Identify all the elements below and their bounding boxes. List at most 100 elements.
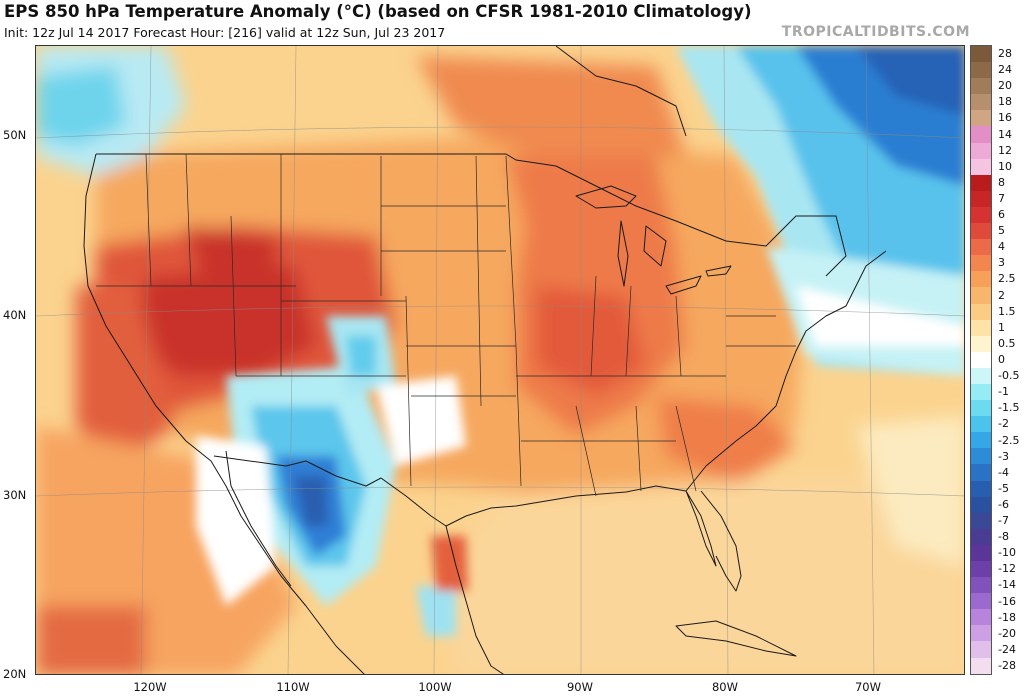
- us-canada-border: [96, 153, 847, 277]
- lat-label-20n: 20N: [3, 667, 27, 681]
- colorbar-level-label: -1.5: [998, 401, 1020, 415]
- colorbar-level-label: -28: [998, 658, 1016, 672]
- colorbar-swatch: [971, 255, 991, 272]
- colorbar-swatch: [971, 287, 991, 304]
- grid-lon-70: [865, 46, 875, 674]
- lon-label-70w: 70W: [854, 680, 882, 694]
- atlantic-coastline: [685, 250, 887, 492]
- state-line: [575, 405, 597, 497]
- colorbar-swatch: [971, 174, 991, 191]
- colorbar-swatch: [971, 351, 991, 368]
- hudson-bay-coast: [555, 46, 687, 137]
- lake-huron: [643, 225, 667, 267]
- colorbar-level-label: 20: [998, 79, 1012, 93]
- grid-lat-50: [36, 126, 964, 139]
- graticule: [36, 46, 964, 674]
- florida-coastline: [700, 490, 742, 592]
- state-line: [145, 153, 152, 287]
- colorbar-level-label: 0: [998, 353, 1005, 366]
- colorbar-level-label: -2: [998, 417, 1009, 431]
- colorbar-swatch: [971, 448, 991, 465]
- state-line: [625, 285, 632, 377]
- colorbar-swatch: [971, 319, 991, 336]
- state-line: [505, 155, 517, 347]
- colorbar-level-label: 0.5: [998, 336, 1016, 350]
- colorbar-level-label: 3: [998, 256, 1005, 270]
- colorbar-swatch: [971, 126, 991, 143]
- map-svg: [36, 46, 964, 674]
- lon-label-100w: 100W: [418, 680, 452, 694]
- grid-lat-30: [36, 486, 964, 497]
- colorbar-swatch: [971, 400, 991, 417]
- colorbar-level-label: -1: [998, 385, 1009, 399]
- colorbar-swatch: [971, 625, 991, 642]
- colorbar-swatch: [971, 496, 991, 513]
- colorbar-level-label: 28: [998, 47, 1012, 61]
- colorbar-level-label: 10: [998, 159, 1012, 173]
- colorbar-swatch: [971, 432, 991, 449]
- lake-erie: [665, 275, 702, 295]
- lake-michigan: [617, 220, 629, 287]
- state-line: [675, 405, 697, 492]
- colorbar-swatch: [971, 561, 991, 578]
- grid-lon-110: [287, 46, 297, 674]
- state-line: [635, 405, 642, 492]
- colorbar-swatch: [971, 62, 991, 79]
- state-lines: [96, 153, 796, 497]
- colorbar-swatch: [971, 271, 991, 288]
- state-line: [515, 345, 522, 487]
- colorbar-level-label: 8: [998, 175, 1005, 189]
- anomaly-map: [35, 45, 965, 675]
- colorbar-swatch: [971, 383, 991, 401]
- colorbar-swatch: [971, 577, 991, 594]
- anomaly-cold-shading: [196, 46, 964, 636]
- state-line: [475, 155, 482, 407]
- lon-label-90w: 90W: [566, 680, 594, 694]
- colorbar-swatch: [971, 223, 991, 240]
- colorbar-level-label: -20: [998, 626, 1016, 640]
- colorbar-swatch: [971, 480, 991, 497]
- colorbar-level-label: -4: [998, 465, 1009, 479]
- map-subtitle: Init: 12z Jul 14 2017 Forecast Hour: [21…: [4, 25, 446, 40]
- colorbar-level-label: 4: [998, 240, 1005, 254]
- colorbar-swatch: [971, 46, 991, 63]
- state-line: [405, 295, 412, 487]
- colorbar-swatch: [971, 94, 991, 111]
- colorbar-swatch: [971, 512, 991, 529]
- colorbar-level-label: -6: [998, 497, 1009, 511]
- colorbar-swatch: [971, 593, 991, 610]
- colorbar-level-label: 24: [998, 63, 1012, 77]
- colorbar-swatch: [971, 206, 991, 224]
- colorbar-level-label: -3: [998, 449, 1009, 463]
- grid-lon-120: [140, 46, 152, 674]
- boundaries: [83, 46, 887, 674]
- colorbar-level-label: -10: [998, 546, 1016, 560]
- map-title: EPS 850 hPa Temperature Anomaly (°C) (ba…: [4, 2, 752, 21]
- grid-lat-40: [36, 305, 964, 317]
- colorbar-swatch: [971, 544, 991, 561]
- colorbar-swatch: [971, 335, 991, 352]
- colorbar-level-label: 18: [998, 95, 1012, 109]
- lon-label-110w: 110W: [276, 680, 310, 694]
- lon-label-120w: 120W: [133, 680, 167, 694]
- colorbar-level-label: -24: [998, 642, 1016, 656]
- colorbar-level-label: 2.5: [998, 272, 1016, 286]
- baja-coastline: [225, 450, 292, 587]
- cuba-outline: [675, 620, 797, 657]
- brand-watermark: TROPICALTIDBITS.COM: [781, 24, 970, 40]
- colorbar-level-label: 1: [998, 320, 1005, 334]
- colorbar-level-label: 2: [998, 288, 1005, 302]
- state-line: [675, 295, 682, 377]
- colorbar-level-label: -7: [998, 514, 1009, 528]
- west-coastline: [83, 153, 365, 674]
- colorbar-level-label: 6: [998, 208, 1005, 222]
- colorbar-level-label: 16: [998, 111, 1012, 125]
- lake-superior: [575, 185, 637, 209]
- colorbar-level-label: -8: [998, 530, 1009, 544]
- colorbar-level-label: 1.5: [998, 304, 1016, 318]
- colorbar-swatch: [971, 657, 991, 674]
- colorbar-level-label: 5: [998, 224, 1005, 238]
- lat-label-30n: 30N: [3, 488, 27, 502]
- colorbar-level-label: 7: [998, 191, 1005, 205]
- colorbar-level-label: -0.5: [998, 369, 1020, 383]
